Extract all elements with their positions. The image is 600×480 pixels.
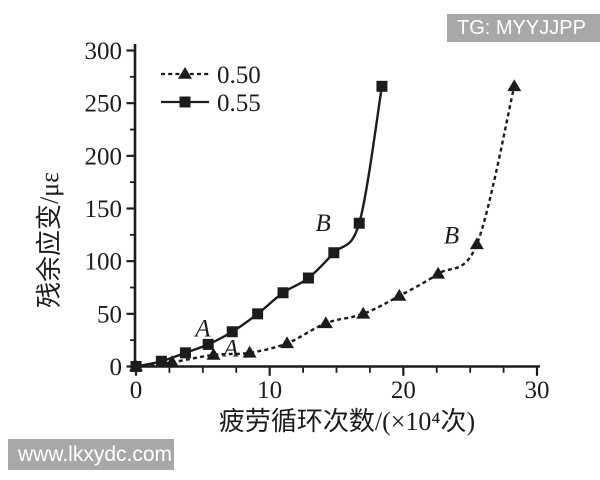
y-tick-label: 50 bbox=[97, 301, 122, 328]
triangle-marker bbox=[318, 316, 333, 329]
square-marker bbox=[130, 361, 142, 372]
legend-label: 0.50 bbox=[217, 62, 261, 89]
y-axis-tick-labels: 0 50 100 150 200 250 300 bbox=[85, 38, 123, 381]
triangle-marker bbox=[280, 336, 295, 349]
x-tick-label: 10 bbox=[257, 377, 282, 404]
square-marker bbox=[376, 80, 388, 92]
data-series bbox=[129, 79, 522, 372]
y-tick-label: 0 bbox=[110, 354, 123, 381]
x-tick-label: 30 bbox=[525, 377, 550, 404]
watermark-badge-top-right: TG: MYYJJPP bbox=[447, 14, 600, 42]
triangle-marker bbox=[178, 67, 192, 79]
triangle-marker bbox=[469, 237, 484, 250]
square-marker bbox=[155, 355, 167, 367]
triangle-marker bbox=[206, 347, 221, 360]
y-tick-label: 200 bbox=[85, 143, 123, 170]
y-tick-label: 100 bbox=[85, 249, 123, 276]
square-marker bbox=[252, 308, 264, 320]
stage-label-b: B bbox=[444, 223, 459, 250]
square-marker bbox=[302, 272, 314, 284]
square-marker bbox=[353, 217, 365, 229]
square-marker bbox=[328, 247, 340, 259]
triangle-marker bbox=[165, 355, 180, 368]
square-marker bbox=[179, 347, 191, 359]
series-0-50 bbox=[129, 79, 522, 372]
y-tick-label: 300 bbox=[85, 38, 123, 65]
stage-label-a: A bbox=[193, 315, 211, 342]
triangle-marker bbox=[507, 79, 522, 92]
square-marker bbox=[202, 338, 214, 350]
triangle-marker bbox=[356, 306, 371, 319]
square-marker bbox=[277, 287, 289, 299]
square-marker bbox=[226, 326, 238, 338]
curve-0-55 bbox=[135, 86, 384, 368]
square-marker bbox=[179, 96, 191, 108]
triangle-marker bbox=[431, 266, 446, 279]
x-axis-title: 疲劳循环次数/(×10⁴次) bbox=[219, 407, 475, 436]
x-tick-label: 20 bbox=[391, 377, 416, 404]
axes bbox=[126, 44, 540, 376]
triangle-marker bbox=[242, 345, 257, 358]
legend-item-0-50: 0.50 bbox=[161, 62, 261, 89]
stage-label-b: B bbox=[315, 210, 330, 237]
stage-label-a: A bbox=[221, 335, 239, 362]
y-axis-title: 残余应变/με bbox=[35, 172, 64, 308]
y-tick-label: 150 bbox=[85, 196, 123, 223]
x-axis-tick-labels: 0 10 20 30 bbox=[130, 377, 550, 404]
y-tick-label: 250 bbox=[85, 91, 123, 118]
curve-stage-labels: AA B B bbox=[193, 210, 459, 362]
legend-label: 0.55 bbox=[217, 90, 261, 117]
x-tick-label: 0 bbox=[130, 377, 143, 404]
watermark-badge-bottom-left: www.lkxydc.com bbox=[8, 439, 174, 470]
legend: 0.500.55 bbox=[161, 62, 261, 117]
legend-item-0-55: 0.55 bbox=[161, 90, 261, 117]
series-0-55 bbox=[130, 80, 388, 372]
triangle-marker bbox=[392, 288, 407, 301]
